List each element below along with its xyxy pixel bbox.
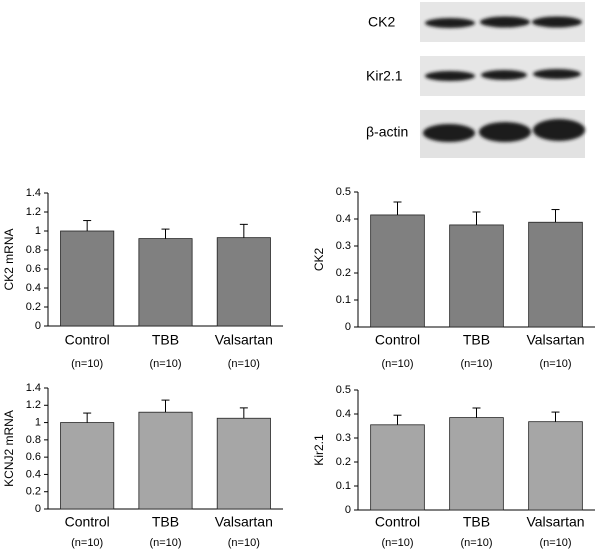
y-tick-label: 0.8 — [26, 434, 41, 446]
y-tick-label: 0.3 — [336, 240, 351, 252]
y-tick-label: 1.2 — [26, 206, 41, 218]
bar — [216, 237, 271, 327]
x-tick-label: Valsartan — [215, 514, 273, 530]
bar — [370, 424, 425, 511]
y-tick-label: 1 — [35, 416, 41, 428]
sample-size: (n=10) — [228, 358, 260, 370]
band — [533, 119, 585, 141]
bar — [60, 230, 115, 327]
bar — [528, 221, 583, 328]
x-tick-label: Control — [375, 332, 420, 348]
y-tick-label: 0.6 — [26, 451, 41, 463]
y-axis-label: CK2 mRNA — [2, 228, 16, 290]
band — [423, 124, 475, 142]
sample-size: (n=10) — [539, 537, 571, 549]
y-axis-label: CK2 — [312, 248, 326, 272]
bar — [370, 214, 425, 328]
x-tick-label: TBB — [463, 332, 490, 348]
y-tick-label: 1.4 — [26, 187, 41, 199]
band — [532, 16, 582, 28]
y-tick-label: 0.4 — [26, 282, 41, 294]
x-tick-label: TBB — [152, 332, 179, 348]
band — [533, 69, 581, 79]
y-tick-label: 0.4 — [26, 468, 41, 480]
x-tick-label: Valsartan — [215, 332, 273, 348]
y-tick-label: 0.2 — [336, 267, 351, 279]
y-axis-label: Kir2.1 — [312, 434, 326, 466]
y-tick-label: 0.5 — [336, 186, 351, 198]
western-blot: CK2 Kir2.1 β-actin — [366, 2, 585, 158]
band — [479, 122, 531, 142]
blot-label: Kir2.1 — [366, 68, 403, 84]
y-tick-label: 0 — [35, 320, 41, 332]
sample-size: (n=10) — [71, 537, 103, 549]
y-tick-label: 0.5 — [336, 384, 351, 396]
y-tick-label: 1.4 — [26, 382, 41, 394]
y-tick-label: 0.1 — [336, 480, 351, 492]
y-tick-label: 0 — [345, 504, 351, 516]
bar — [449, 417, 504, 511]
sample-size: (n=10) — [228, 537, 260, 549]
sample-size: (n=10) — [460, 537, 492, 549]
x-tick-label: TBB — [463, 514, 490, 530]
y-tick-label: 1 — [35, 225, 41, 237]
y-tick-label: 0.3 — [336, 432, 351, 444]
bar — [60, 422, 115, 510]
y-tick-label: 0.6 — [26, 263, 41, 275]
x-tick-label: Control — [65, 514, 110, 530]
y-tick-label: 0.1 — [336, 294, 351, 306]
y-tick-label: 0.4 — [336, 408, 351, 420]
sample-size: (n=10) — [381, 537, 413, 549]
bar — [138, 238, 193, 327]
sample-size: (n=10) — [381, 358, 413, 370]
y-tick-label: 0.2 — [26, 301, 41, 313]
band — [425, 71, 475, 81]
sample-size: (n=10) — [149, 358, 181, 370]
bar — [528, 421, 583, 511]
sample-size: (n=10) — [71, 358, 103, 370]
y-tick-label: 0.8 — [26, 244, 41, 256]
y-tick-label: 1.2 — [26, 399, 41, 411]
y-axis-label: KCNJ2 mRNA — [2, 410, 16, 487]
bar — [216, 417, 271, 510]
blot-label: β-actin — [366, 124, 408, 140]
x-tick-label: Valsartan — [526, 514, 584, 530]
y-tick-label: 0 — [35, 503, 41, 515]
blot-label: CK2 — [368, 14, 395, 30]
x-tick-label: TBB — [152, 514, 179, 530]
y-tick-label: 0.2 — [336, 456, 351, 468]
sample-size: (n=10) — [539, 358, 571, 370]
sample-size: (n=10) — [149, 537, 181, 549]
sample-size: (n=10) — [460, 358, 492, 370]
y-tick-label: 0.2 — [26, 486, 41, 498]
x-tick-label: Control — [65, 332, 110, 348]
bar — [138, 411, 193, 510]
y-tick-label: 0.4 — [336, 213, 351, 225]
band — [480, 16, 530, 28]
bar — [449, 224, 504, 328]
band — [425, 18, 475, 28]
band — [481, 70, 527, 80]
y-tick-label: 0 — [345, 321, 351, 333]
x-tick-label: Control — [375, 514, 420, 530]
x-tick-label: Valsartan — [526, 332, 584, 348]
